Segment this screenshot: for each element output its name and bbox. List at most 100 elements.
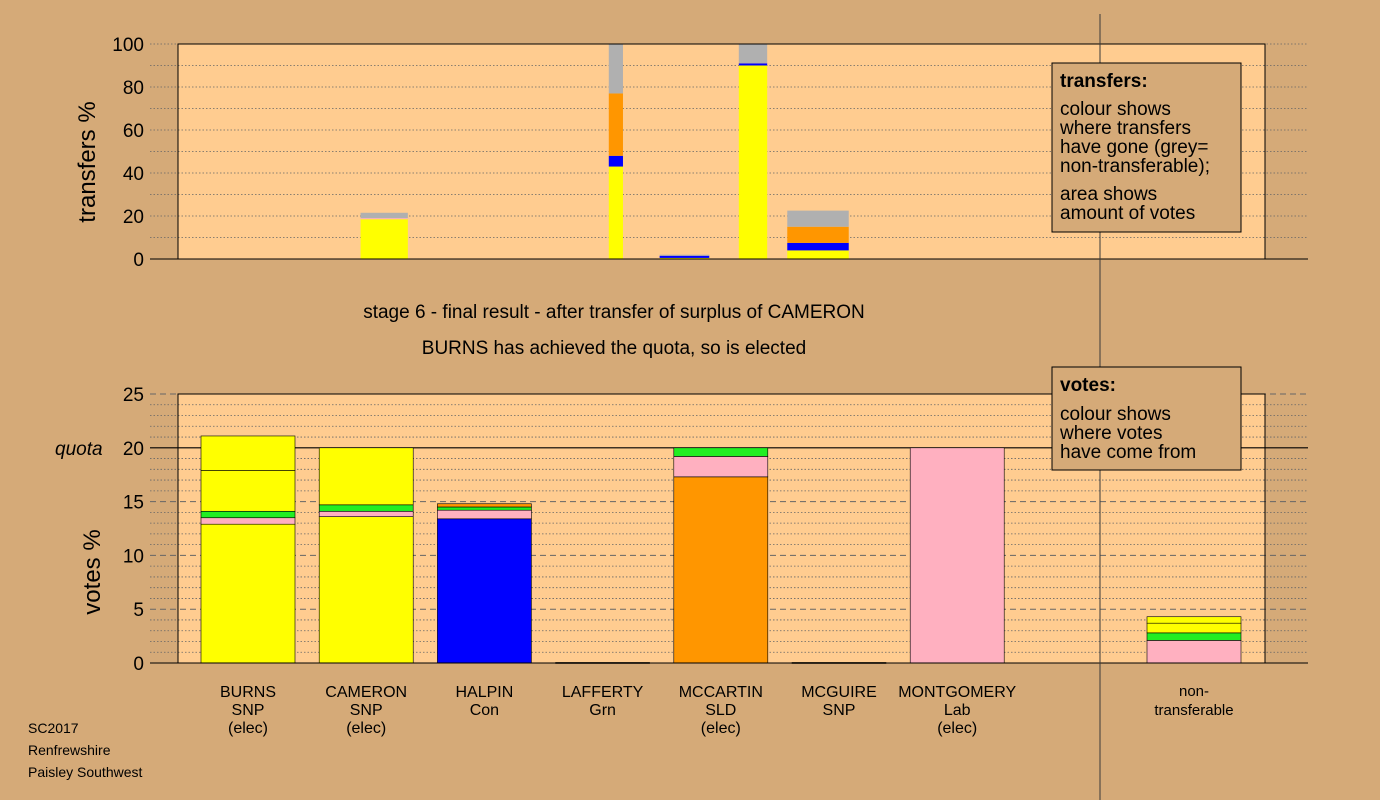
vote-segment: [437, 518, 532, 664]
candidate-label: HALPIN: [456, 684, 514, 701]
candidate-label: (elec): [701, 720, 741, 737]
transfer-segment: [659, 254, 710, 256]
vote-segment: [318, 504, 414, 512]
transfer-segment: [738, 44, 768, 64]
vote-segment: [1146, 640, 1242, 664]
y-tick-label: 20: [123, 207, 144, 228]
transfer-segment: [787, 250, 849, 259]
transfer-segment: [360, 219, 408, 259]
votes-legend-line: colour shows: [1060, 404, 1171, 425]
stage-subtitle: BURNS has achieved the quota, so is elec…: [422, 338, 806, 359]
candidate-label: CAMERON: [325, 684, 407, 701]
candidate-label: (elec): [228, 720, 268, 737]
quota-label: quota: [55, 439, 103, 460]
candidate-label: SLD: [705, 702, 736, 719]
y-tick-label: 25: [123, 385, 144, 406]
transfer-segment: [787, 210, 849, 227]
vote-segment: [437, 506, 532, 511]
y-tick-label: 0: [133, 250, 144, 271]
candidate-label: MONTGOMERY: [898, 684, 1016, 701]
transfer-segment: [659, 257, 710, 259]
transfer-segment: [608, 155, 623, 167]
candidate-label: MCCARTIN: [679, 684, 763, 701]
y-tick-label: 15: [123, 493, 144, 514]
candidate-label: LAFFERTY: [562, 684, 644, 701]
vote-segment: [673, 447, 769, 457]
votes-plot-frame: [177, 393, 1266, 664]
candidate-label: Con: [470, 702, 499, 719]
footer-council: Renfrewshire: [28, 742, 111, 758]
y-tick-label: 60: [123, 121, 144, 142]
transfers-y-ticks: 0 20 40 60 80 100: [112, 35, 144, 271]
transfer-segment: [787, 242, 849, 251]
votes-legend-line: have come from: [1060, 442, 1196, 463]
transfers-y-axis-label: transfers %: [74, 101, 101, 222]
candidate-labels: BURNSSNP(elec)CAMERONSNP(elec)HALPINConL…: [220, 683, 1234, 737]
candidate-label: SNP: [232, 702, 265, 719]
transfers-legend-line: non-transferable);: [1060, 156, 1210, 177]
transfer-segment: [738, 63, 768, 66]
vote-segment: [318, 510, 414, 517]
transfer-segment: [608, 44, 623, 94]
candidate-label: BURNS: [220, 684, 276, 701]
votes-y-ticks: 0 5 10 15 20 25 quota: [55, 385, 144, 675]
transfers-legend: transfers: colour shows where transfers …: [1051, 62, 1242, 233]
transfer-segment: [659, 255, 710, 258]
y-tick-label: 0: [133, 654, 144, 675]
y-tick-label: 5: [133, 600, 144, 621]
y-tick-label: 20: [123, 439, 144, 460]
vote-segment: [200, 523, 296, 664]
vote-segment: [200, 470, 296, 512]
vote-segment: [318, 516, 414, 664]
transfer-segment: [608, 93, 623, 156]
candidate-label: Lab: [944, 702, 971, 719]
y-tick-label: 100: [112, 35, 144, 56]
transfers-legend-title: transfers:: [1060, 71, 1148, 92]
candidate-label: (elec): [937, 720, 977, 737]
vote-segment: [437, 503, 532, 508]
transfers-legend-line: colour shows: [1060, 99, 1171, 120]
transfer-segment: [608, 166, 623, 259]
non-transferable-label: transferable: [1154, 702, 1233, 719]
transfers-legend-line: have gone (grey=: [1060, 137, 1208, 158]
candidate-label: SNP: [823, 702, 856, 719]
votes-legend-line: where votes: [1059, 423, 1162, 444]
candidate-label: SNP: [350, 702, 383, 719]
transfers-bars: [360, 44, 849, 259]
stage-title: stage 6 - final result - after transfer …: [363, 302, 865, 323]
non-transferable-label: non-: [1179, 683, 1209, 700]
transfer-segment: [360, 218, 408, 220]
vote-segment: [673, 456, 769, 478]
vote-segment: [673, 476, 769, 664]
vote-segment: [1146, 632, 1242, 641]
transfers-plot-frame: [177, 43, 1266, 260]
transfer-segment: [360, 212, 408, 219]
transfer-segment: [738, 65, 768, 259]
votes-bars: [200, 435, 1242, 664]
transfers-legend-line: area shows: [1060, 184, 1157, 205]
candidate-label: MCGUIRE: [801, 684, 877, 701]
vote-segment: [1146, 622, 1242, 634]
votes-legend: votes: colour shows where votes have com…: [1051, 366, 1242, 471]
vote-segment: [1146, 616, 1242, 624]
vote-segment: [909, 447, 1005, 664]
footer-election: SC2017: [28, 720, 79, 736]
vote-segment: [200, 510, 296, 519]
transfers-legend-line: where transfers: [1059, 118, 1191, 139]
transfer-segment: [787, 226, 849, 243]
vote-segment: [200, 435, 296, 471]
vote-segment: [200, 517, 296, 525]
y-tick-label: 80: [123, 78, 144, 99]
votes-legend-box: [1051, 366, 1242, 471]
candidate-label: (elec): [346, 720, 386, 737]
transfers-legend-line: amount of votes: [1060, 203, 1195, 224]
vote-segment: [437, 509, 532, 520]
footer-ward: Paisley Southwest: [28, 764, 143, 780]
votes-legend-title: votes:: [1060, 375, 1116, 396]
transfers-legend-box: [1051, 62, 1242, 233]
votes-y-axis-label: votes %: [79, 529, 106, 614]
vote-segment: [318, 447, 414, 506]
y-tick-label: 40: [123, 164, 144, 185]
candidate-label: Grn: [589, 702, 616, 719]
